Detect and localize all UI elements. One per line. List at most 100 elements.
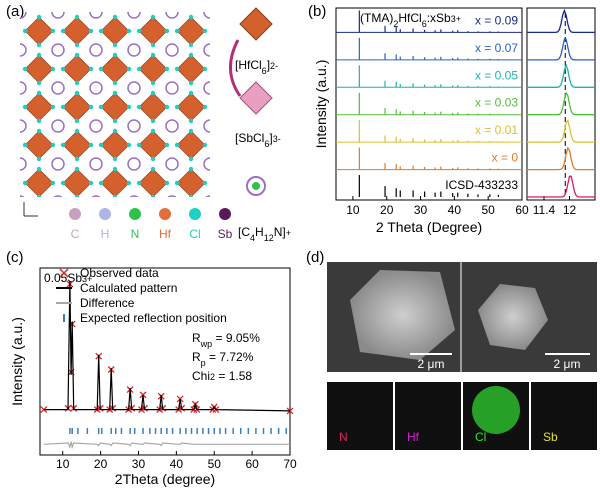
- x-tick-label: 10: [56, 457, 70, 471]
- map-blob: [472, 386, 520, 434]
- peak-curve: [527, 38, 595, 61]
- crystal: [478, 284, 548, 350]
- eds-map: N: [327, 382, 393, 450]
- x-tick-label: 30: [414, 203, 428, 217]
- ion-label: [HfCl6]2-: [235, 58, 278, 76]
- text-part: 2-: [270, 61, 278, 71]
- panel-label: (b): [308, 3, 326, 20]
- peak-curve: [527, 118, 595, 143]
- map-label: N: [339, 430, 348, 444]
- element-label: Hf: [159, 227, 172, 241]
- eds-map: Hf: [395, 382, 461, 450]
- peak-curve: [527, 8, 595, 34]
- plot-frame: [526, 7, 596, 201]
- x-tick-label: 12: [563, 203, 577, 217]
- legend-label: Expected reflection position: [80, 311, 227, 325]
- text-part: (TMA): [360, 11, 393, 25]
- legend-marker: [59, 268, 69, 278]
- text-part: p: [201, 358, 206, 368]
- panel-a: (a) [HfCl6]2- [SbCl6]3- [C4H12N]+: [6, 3, 291, 243]
- text-part: R: [192, 350, 201, 364]
- x-tick-label: 50: [208, 457, 222, 471]
- text-part: ]: [267, 58, 270, 72]
- panel-label: (a): [6, 3, 24, 20]
- legend-label: ICSD-433233: [445, 178, 518, 192]
- x-tick-label: 40: [170, 457, 184, 471]
- calculated-line: [43, 281, 291, 412]
- x-tick-label: 20: [380, 203, 394, 217]
- text-part: [C: [238, 225, 250, 239]
- peak-curve: [527, 63, 595, 88]
- legend-label: x = 0: [492, 151, 519, 165]
- element-label: C: [71, 227, 80, 241]
- ion-label: [C4H12N]+: [238, 225, 291, 243]
- legend-label: x = 0.01: [475, 123, 518, 137]
- text-part: H: [255, 225, 264, 239]
- text-part: = 7.72%: [206, 350, 254, 364]
- text-part: :xSb: [427, 11, 451, 25]
- legend-label: Difference: [80, 296, 135, 310]
- peak-curve: [527, 175, 595, 198]
- text-part: 6: [264, 139, 269, 149]
- x-tick-label: 50: [482, 203, 496, 217]
- x-axis-label: 2 Theta (Degree): [376, 219, 482, 235]
- x-tick-label: 30: [132, 457, 146, 471]
- annotation: Rwp = 9.05%: [192, 331, 260, 349]
- element-swatch: [219, 208, 231, 220]
- panel-d: 2 μm 2 μm: [327, 262, 597, 372]
- observed-point: [286, 407, 294, 415]
- legend-label: x = 0.07: [475, 41, 518, 55]
- panel-label: (c): [6, 249, 24, 266]
- scale-bar: 2 μm: [418, 357, 445, 371]
- element-label: Sb: [218, 227, 233, 241]
- element-label: N: [131, 227, 140, 241]
- y-axis-label: Intensity (a.u.): [313, 60, 329, 149]
- x-tick-label: 60: [245, 457, 259, 471]
- text-part: [SbCl: [235, 131, 264, 145]
- cation: [246, 176, 266, 196]
- map-dots: [327, 382, 393, 450]
- element-label: Cl: [189, 227, 200, 241]
- sb-octahedron: [239, 81, 273, 115]
- eds-map: Cl: [463, 382, 529, 450]
- legend-label: x = 0.05: [475, 68, 518, 82]
- text-part: 2: [393, 19, 398, 29]
- map-label: Hf: [407, 430, 420, 444]
- text-part: 6: [422, 19, 427, 29]
- x-tick-label: 11.4: [533, 203, 556, 217]
- scale-bar: 2 μm: [554, 357, 581, 371]
- element-swatch: [99, 208, 111, 220]
- text-part: 3-: [273, 134, 281, 144]
- element-swatch: [69, 208, 81, 220]
- element-swatch: [189, 208, 201, 220]
- text-part: Chi: [192, 369, 210, 383]
- annotation: Rp = 7.72%: [192, 350, 254, 368]
- panel-label: (d): [306, 249, 324, 266]
- x-tick-label: 20: [94, 457, 108, 471]
- peak-curve: [527, 146, 595, 171]
- x-axis-label: 2Theta (degree): [115, 471, 215, 487]
- text-part: 12: [264, 233, 274, 243]
- text-part: 6: [262, 66, 267, 76]
- y-axis-label: Intensity (a.u.): [9, 317, 25, 406]
- text-part: R: [192, 331, 201, 345]
- text-part: 3+: [451, 14, 461, 24]
- map-label: Cl: [475, 430, 486, 444]
- observed-point: [40, 406, 48, 414]
- map-dots: [531, 382, 597, 450]
- map-dots: [395, 382, 461, 450]
- legend-label: x = 0.03: [475, 96, 518, 110]
- legend-label: x = 0.09: [475, 13, 518, 27]
- text-part: +: [286, 228, 291, 238]
- chart-title: (TMA)2HfCl6:xSb3+: [360, 11, 461, 29]
- element-swatch: [159, 208, 171, 220]
- crystal: [350, 270, 455, 360]
- ion-label: [SbCl6]3-: [235, 131, 281, 149]
- x-tick-label: 60: [515, 203, 529, 217]
- hf-octahedron: [239, 7, 273, 41]
- text-part: [HfCl: [235, 58, 262, 72]
- legend-label: Observed data: [80, 266, 159, 280]
- text-part: 3+: [82, 274, 92, 284]
- peak-curve: [527, 91, 595, 116]
